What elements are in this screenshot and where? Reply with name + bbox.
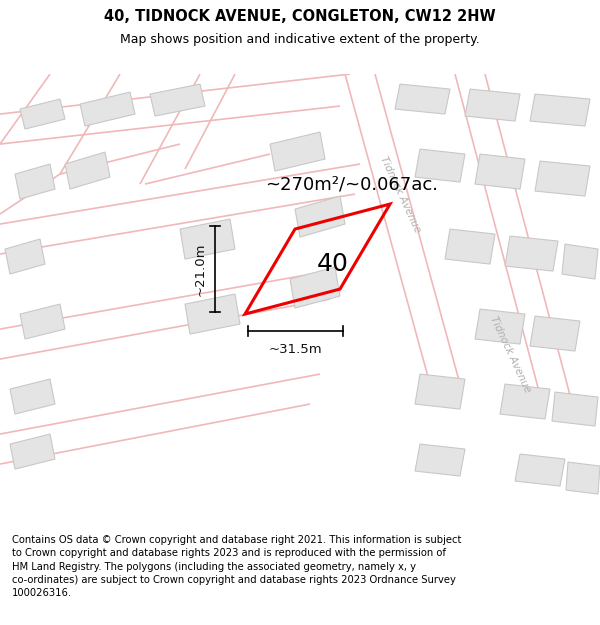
Text: Contains OS data © Crown copyright and database right 2021. This information is : Contains OS data © Crown copyright and d… (12, 535, 461, 598)
Polygon shape (15, 164, 55, 199)
Polygon shape (80, 92, 135, 126)
Polygon shape (290, 267, 340, 308)
Polygon shape (552, 392, 598, 426)
Text: ~31.5m: ~31.5m (269, 343, 322, 356)
Polygon shape (465, 89, 520, 121)
Polygon shape (530, 94, 590, 126)
Polygon shape (445, 229, 495, 264)
Polygon shape (566, 462, 600, 494)
Polygon shape (65, 152, 110, 189)
Text: Tidnock Avenue: Tidnock Avenue (378, 154, 422, 234)
Polygon shape (10, 434, 55, 469)
Polygon shape (500, 384, 550, 419)
Text: 40: 40 (317, 252, 349, 276)
Polygon shape (150, 84, 205, 116)
Polygon shape (475, 309, 525, 344)
Text: ~21.0m: ~21.0m (194, 242, 207, 296)
Polygon shape (185, 294, 240, 334)
Polygon shape (475, 154, 525, 189)
Polygon shape (515, 454, 565, 486)
Polygon shape (415, 374, 465, 409)
Text: ~270m²/~0.067ac.: ~270m²/~0.067ac. (265, 175, 438, 193)
Polygon shape (505, 236, 558, 271)
Polygon shape (562, 244, 598, 279)
Polygon shape (10, 379, 55, 414)
Polygon shape (415, 149, 465, 182)
Polygon shape (395, 84, 450, 114)
Polygon shape (20, 304, 65, 339)
Text: Map shows position and indicative extent of the property.: Map shows position and indicative extent… (120, 33, 480, 46)
Polygon shape (415, 444, 465, 476)
Polygon shape (535, 161, 590, 196)
Polygon shape (270, 132, 325, 171)
Text: Tidnock Avenue: Tidnock Avenue (488, 314, 532, 394)
Polygon shape (20, 99, 65, 129)
Polygon shape (180, 219, 235, 259)
Polygon shape (295, 196, 345, 237)
Polygon shape (530, 316, 580, 351)
Polygon shape (5, 239, 45, 274)
Text: 40, TIDNOCK AVENUE, CONGLETON, CW12 2HW: 40, TIDNOCK AVENUE, CONGLETON, CW12 2HW (104, 9, 496, 24)
